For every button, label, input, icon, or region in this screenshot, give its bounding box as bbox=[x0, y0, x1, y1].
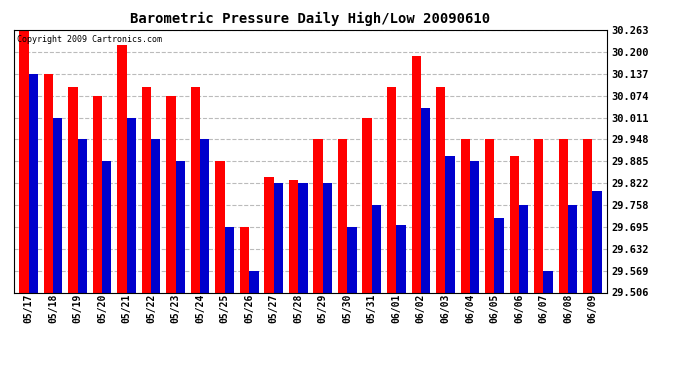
Bar bbox=[411, 56, 421, 292]
Bar bbox=[274, 183, 283, 292]
Bar bbox=[421, 108, 430, 292]
Bar bbox=[240, 227, 249, 292]
Bar bbox=[347, 227, 357, 292]
Bar bbox=[215, 161, 225, 292]
Bar bbox=[92, 96, 102, 292]
Bar bbox=[559, 140, 568, 292]
Bar bbox=[338, 140, 347, 292]
Bar bbox=[53, 118, 62, 292]
Bar bbox=[534, 140, 544, 292]
Bar bbox=[387, 87, 396, 292]
Bar bbox=[28, 74, 38, 292]
Bar bbox=[362, 118, 372, 292]
Bar bbox=[510, 156, 519, 292]
Bar bbox=[117, 45, 126, 292]
Title: Barometric Pressure Daily High/Low 20090610: Barometric Pressure Daily High/Low 20090… bbox=[130, 12, 491, 26]
Bar bbox=[495, 218, 504, 292]
Bar bbox=[298, 183, 308, 292]
Bar bbox=[460, 140, 470, 292]
Bar bbox=[166, 96, 176, 292]
Text: Copyright 2009 Cartronics.com: Copyright 2009 Cartronics.com bbox=[17, 35, 161, 44]
Bar bbox=[396, 225, 406, 292]
Bar bbox=[372, 205, 381, 292]
Bar bbox=[544, 271, 553, 292]
Bar bbox=[470, 161, 479, 292]
Bar bbox=[19, 30, 28, 292]
Bar bbox=[126, 118, 136, 292]
Bar bbox=[445, 156, 455, 292]
Bar bbox=[313, 140, 323, 292]
Bar bbox=[102, 161, 111, 292]
Bar bbox=[77, 140, 87, 292]
Bar bbox=[436, 87, 445, 292]
Bar bbox=[43, 74, 53, 292]
Bar bbox=[200, 140, 210, 292]
Bar bbox=[191, 87, 200, 292]
Bar bbox=[142, 87, 151, 292]
Bar bbox=[568, 205, 578, 292]
Bar bbox=[151, 140, 161, 292]
Bar bbox=[583, 140, 593, 292]
Bar bbox=[264, 177, 274, 292]
Bar bbox=[249, 271, 259, 292]
Bar bbox=[485, 140, 495, 292]
Bar bbox=[176, 161, 185, 292]
Bar bbox=[225, 227, 234, 292]
Bar bbox=[289, 180, 298, 292]
Bar bbox=[68, 87, 77, 292]
Bar bbox=[519, 205, 529, 292]
Bar bbox=[593, 190, 602, 292]
Bar bbox=[323, 183, 332, 292]
